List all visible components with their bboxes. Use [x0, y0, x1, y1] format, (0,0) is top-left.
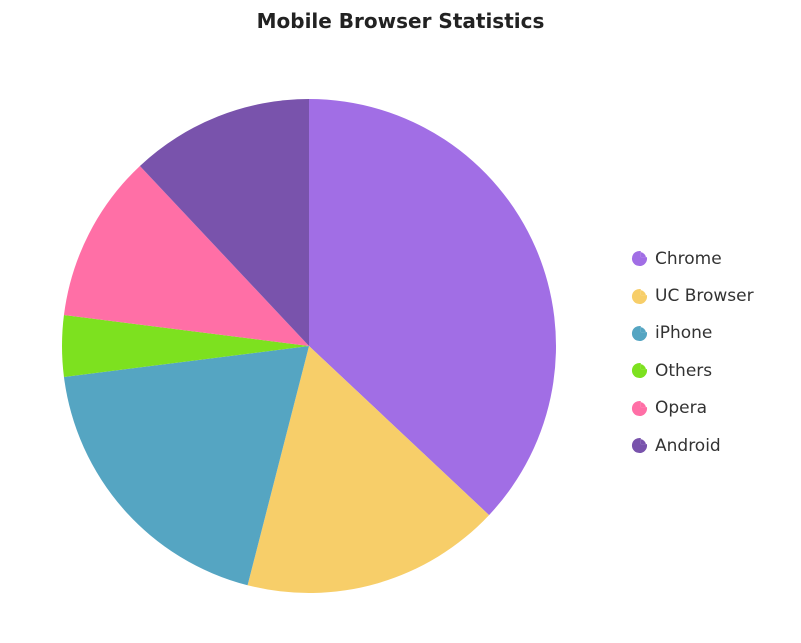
legend-label: UC Browser	[655, 286, 754, 307]
chart-legend: Chrome UC Browser iPhone Others Opera Android	[631, 240, 754, 464]
legend-item-others[interactable]: Others	[631, 352, 754, 389]
legend-label: iPhone	[655, 323, 713, 344]
pie-slice-iphone[interactable]	[63, 346, 310, 586]
legend-item-uc-browser[interactable]: UC Browser	[631, 277, 754, 314]
pie-icon	[631, 324, 648, 342]
chart-title: Mobile Browser Statistics	[256, 9, 545, 33]
legend-label: Chrome	[655, 248, 722, 269]
legend-label: Opera	[655, 398, 708, 419]
pie-icon	[631, 250, 648, 267]
pie-slice-android[interactable]	[139, 99, 309, 346]
pie-icon	[631, 437, 648, 454]
pie-icon	[631, 362, 648, 379]
pie-slice-chrome[interactable]	[309, 99, 557, 516]
pie-slices	[62, 99, 557, 594]
pie-icon	[631, 287, 648, 304]
legend-item-opera[interactable]: Opera	[631, 390, 754, 427]
legend-item-android[interactable]: Android	[631, 427, 754, 464]
legend-label: Android	[655, 435, 721, 456]
pie-slice-uc-browser[interactable]	[247, 346, 490, 594]
legend-item-chrome[interactable]: Chrome	[631, 240, 754, 277]
pie-slice-others[interactable]	[62, 315, 310, 377]
pie-slice-opera[interactable]	[63, 165, 310, 346]
legend-label: Others	[655, 360, 713, 381]
pie-icon	[631, 399, 648, 416]
legend-item-iphone[interactable]: iPhone	[631, 315, 754, 352]
